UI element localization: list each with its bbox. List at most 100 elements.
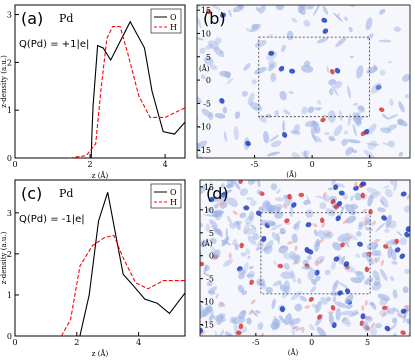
density-blob (291, 202, 297, 208)
density-blob (350, 195, 354, 201)
density-blob (301, 327, 305, 333)
density-blob (248, 211, 255, 221)
density-blob (374, 257, 378, 264)
density-blob (343, 265, 356, 273)
density-blob (227, 197, 238, 208)
density-blob (271, 298, 276, 310)
density-blob (265, 286, 273, 294)
density-blob (213, 315, 226, 323)
density-blob (274, 110, 280, 117)
density-blob (220, 12, 226, 18)
density-blob (368, 326, 378, 336)
panel-label: (d) (206, 184, 229, 203)
density-blob (301, 265, 312, 270)
x-axis-label: z (Å) (92, 171, 109, 180)
density-blob (349, 55, 354, 59)
density-blob (385, 214, 392, 229)
y-tick-label: 10 (201, 29, 211, 38)
density-blob (306, 255, 312, 261)
density-blob (220, 194, 229, 202)
density-blob (377, 207, 386, 213)
density-blob (354, 270, 364, 275)
density-blob (341, 317, 347, 322)
density-blob (205, 223, 211, 233)
density-blob (257, 322, 264, 330)
density-blob (389, 276, 395, 281)
density-blob (250, 309, 258, 317)
density-blob (364, 299, 368, 306)
y-tick-label: 15 (201, 6, 211, 15)
x-tick-label: 5 (367, 160, 372, 169)
density-blob (363, 149, 375, 158)
data-line (60, 234, 185, 337)
density-blob (305, 209, 314, 218)
density-blob (313, 229, 319, 237)
density-blob (214, 112, 226, 119)
x-tick-label: 0 (310, 160, 315, 169)
density-blob (261, 283, 267, 290)
y-tick-label: -5 (203, 99, 211, 108)
x-tick-label: 4 (136, 338, 141, 347)
x-tick-label: -5 (251, 160, 259, 169)
x-tick-label: 2 (88, 160, 93, 169)
density-blob (239, 242, 244, 249)
density-blob (315, 300, 322, 314)
density-blob (344, 203, 356, 216)
legend-label: H (170, 198, 177, 207)
density-blob (330, 84, 339, 97)
density-blob (345, 215, 357, 224)
density-blob (341, 255, 346, 264)
density-blob (269, 134, 280, 142)
density-blob (310, 278, 317, 286)
density-blob (219, 98, 225, 104)
density-blob (276, 189, 281, 194)
density-blob (357, 241, 363, 247)
density-blob (210, 246, 218, 257)
density-blob (215, 293, 219, 299)
density-blob (238, 180, 243, 184)
density-blob (341, 317, 350, 325)
density-blob (369, 301, 374, 306)
density-blob (327, 187, 334, 191)
density-blob (328, 312, 334, 325)
density-blob (303, 19, 311, 27)
density-blob (314, 195, 327, 200)
density-blob (318, 107, 322, 110)
density-blob (335, 183, 346, 188)
density-blob (341, 138, 348, 147)
density-blob (260, 332, 265, 336)
density-blob (372, 270, 380, 280)
density-blob (241, 290, 248, 296)
density-blob (367, 140, 378, 150)
density-blob (270, 321, 280, 330)
density-blob (362, 211, 372, 221)
density-blob (333, 12, 343, 22)
density-blob (366, 33, 374, 41)
density-blob (258, 5, 266, 14)
density-blob (263, 131, 270, 144)
density-blob (378, 107, 385, 112)
y-tick-label: 10 (204, 206, 214, 215)
density-blob (360, 192, 366, 199)
density-blob (373, 243, 379, 251)
y-axis-label: z-density (a.u.) (0, 231, 8, 284)
density-blob (352, 124, 357, 137)
density-blob (330, 198, 336, 205)
density-blob (404, 268, 410, 275)
density-blob (356, 65, 364, 79)
density-blob (255, 7, 261, 12)
density-blob (208, 313, 215, 321)
density-blob (247, 92, 255, 106)
density-blob (310, 286, 317, 293)
density-blob (315, 260, 319, 267)
density-blob (381, 113, 389, 120)
density-blob (216, 202, 223, 206)
density-blob (205, 44, 214, 50)
density-blob (278, 315, 286, 324)
panel-label: (b) (203, 9, 226, 28)
density-blob (379, 308, 390, 317)
density-blob (333, 184, 339, 191)
density-blob (320, 296, 328, 305)
density-blob (360, 131, 366, 137)
density-blob (390, 239, 398, 247)
